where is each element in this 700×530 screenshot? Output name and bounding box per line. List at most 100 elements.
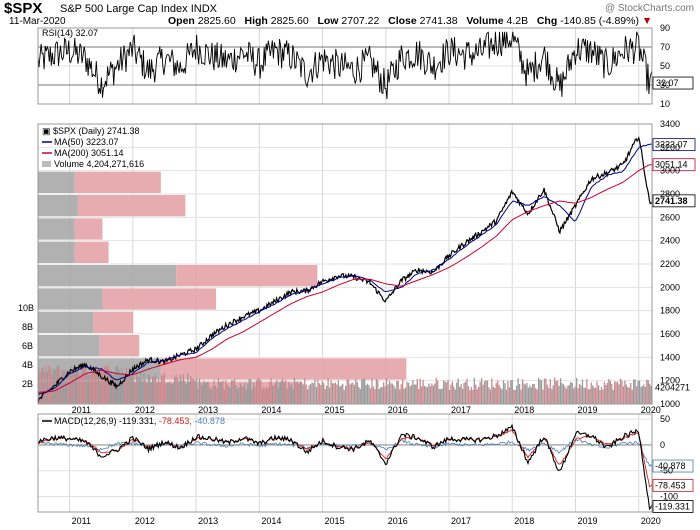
macd-tick-label: 50: [660, 414, 670, 424]
volume-bar: [434, 383, 436, 404]
rsi-line: [37, 31, 653, 100]
volume-bar: [418, 389, 420, 404]
volume-bar: [369, 388, 372, 404]
volume-bar: [346, 379, 348, 404]
volume-bar: [179, 374, 182, 404]
volume-bar: [57, 365, 59, 404]
volume-bar: [292, 389, 294, 404]
volume-bar: [134, 381, 136, 404]
volume-bar: [233, 378, 236, 404]
x-axis-label: 2020: [641, 405, 661, 415]
price-last-value-box: [652, 194, 696, 208]
volume-bar: [96, 373, 98, 404]
volume-bar: [404, 387, 407, 404]
volume-bar: [368, 385, 370, 404]
volume-bar: [606, 382, 608, 404]
volume-bar: [76, 371, 78, 404]
chg-value: -140.85 (-4.89%): [560, 15, 639, 27]
volume-bar: [570, 382, 572, 404]
volume-bar: [141, 380, 144, 404]
volume-bar: [478, 386, 480, 404]
volume-bar: [565, 388, 568, 404]
volume-bar: [282, 377, 284, 404]
series-lines: [37, 31, 653, 511]
volume-bar: [524, 384, 527, 404]
volume-bar: [362, 379, 364, 404]
ma50-line: [37, 143, 653, 396]
volume-bar: [356, 382, 358, 404]
volume-bar: [263, 386, 265, 404]
macd-last-value-box: [652, 459, 694, 473]
volume-bar: [488, 387, 490, 404]
volume-bar: [131, 373, 133, 404]
macd-right-label: -78.453: [655, 480, 686, 490]
volume-bar: [165, 383, 167, 404]
volume-by-price-up-bar: [38, 335, 100, 357]
volume-bar: [537, 377, 540, 404]
volume-bar: [172, 383, 174, 404]
volume-bar: [226, 384, 228, 404]
volume-bar: [532, 383, 534, 404]
volume-bar: [252, 381, 255, 404]
volume-bar: [586, 378, 588, 404]
volume-bar: [375, 379, 377, 404]
volume-bar: [461, 388, 464, 404]
volume-bar: [596, 381, 598, 404]
volume-bar: [119, 374, 122, 404]
rsi-tick-label: 30: [660, 80, 670, 90]
volume-bar: [640, 386, 642, 404]
volume-bar: [270, 378, 272, 404]
rsi-tick-label: 90: [660, 23, 670, 33]
volume-bar: [497, 380, 499, 404]
volume-bar: [442, 380, 445, 404]
volume-bar: [377, 380, 379, 404]
volume-bar: [589, 389, 591, 404]
panel-frames: [37, 27, 696, 513]
volume-bar: [577, 388, 579, 404]
volume-bar: [396, 381, 398, 404]
volume-bar: [159, 381, 161, 404]
volume-bars: [38, 364, 652, 404]
volume-bar: [429, 386, 432, 404]
volume-bar: [157, 379, 160, 404]
price-tick-label: 3400: [660, 119, 680, 129]
rsi-tick-label: 50: [660, 61, 670, 71]
volume-bar: [217, 378, 220, 404]
volume-bar: [299, 381, 301, 404]
volume-by-price-up-bar: [38, 218, 75, 240]
volume-bar: [283, 382, 285, 404]
volume-bar: [236, 388, 239, 404]
volume-bar: [314, 379, 316, 404]
volume-bar: [68, 375, 70, 404]
volume-tick-label: 6B: [22, 341, 33, 351]
price-tick-label: 3200: [660, 142, 680, 152]
volume-bar: [290, 383, 293, 404]
volume-bar: [355, 379, 357, 404]
volume-bar: [359, 388, 361, 404]
volume-bar: [84, 364, 87, 404]
volume-bar: [42, 367, 44, 404]
volume-bar: [48, 365, 50, 404]
volume-bar: [257, 378, 259, 404]
volume-bar: [328, 387, 331, 404]
price-panel-frame: [37, 123, 653, 405]
volume-bar: [152, 376, 154, 404]
watermark: @ StockCharts.com: [604, 3, 694, 14]
volume-bar: [432, 385, 435, 404]
volume-bar: [258, 378, 261, 404]
volume-bar: [611, 383, 613, 404]
volume-bar: [615, 382, 617, 404]
volume-bar: [441, 388, 443, 404]
volume-bar: [220, 381, 223, 404]
volume-bar: [578, 383, 581, 404]
volume-bar: [264, 388, 266, 404]
volume-label: Volume: [466, 15, 504, 27]
volume-bar: [190, 376, 192, 404]
x-axis-label: 2013: [198, 405, 218, 415]
volume-bar: [514, 389, 516, 404]
x-axis-label: 2012: [135, 405, 155, 415]
volume-bar: [397, 380, 399, 404]
volume-bar: [46, 371, 49, 404]
volume-bar: [228, 386, 230, 404]
volume-bar: [185, 383, 187, 404]
